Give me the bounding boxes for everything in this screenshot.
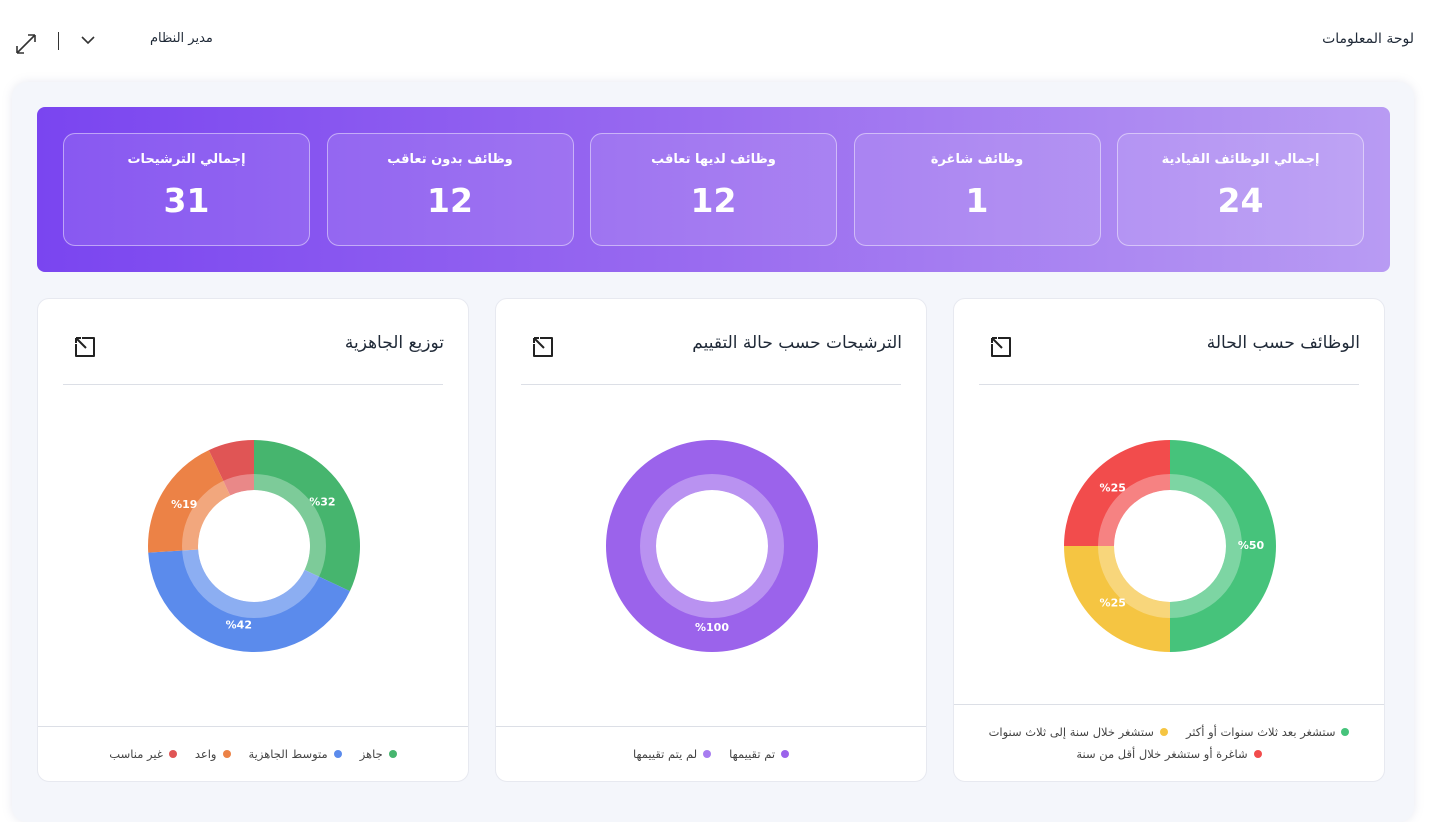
stat-label: وظائف لديها تعاقب bbox=[651, 152, 776, 167]
stat-card: وظائف بدون تعاقب 12 bbox=[326, 133, 574, 246]
chart-panel: توزيع الجاهزية %32 %42 %19 جاهز متوسط الجاهزي… bbox=[37, 298, 469, 782]
expand-icon[interactable] bbox=[72, 334, 98, 360]
stat-value: 12 bbox=[690, 181, 737, 220]
legend-item: واعد bbox=[195, 747, 231, 761]
legend-item: غير مناسب bbox=[109, 747, 177, 761]
expand-icon[interactable] bbox=[530, 334, 556, 360]
legend-label: ستشغر بعد ثلاث سنوات أو أكثر bbox=[1185, 725, 1336, 739]
fullscreen-icon[interactable] bbox=[14, 32, 38, 56]
legend-swatch bbox=[388, 750, 397, 758]
legend-label: ستشغر خلال سنة إلى ثلاث سنوات bbox=[988, 725, 1154, 739]
legend-label: جاهز bbox=[359, 747, 383, 761]
segment-label: %25 bbox=[1100, 482, 1126, 495]
donut-chart: %100 bbox=[605, 440, 818, 652]
legend-label: لم يتم تقييمها bbox=[632, 747, 698, 761]
donut-segment bbox=[605, 440, 818, 652]
expand-icon-shape bbox=[991, 337, 1011, 357]
stat-value: 31 bbox=[163, 181, 210, 220]
stat-label: إجمالي الوظائف القيادية bbox=[1161, 152, 1320, 167]
stat-card: إجمالي الترشيحات 31 bbox=[63, 133, 310, 246]
legend-item: جاهز bbox=[360, 747, 397, 761]
separator bbox=[58, 32, 59, 50]
title-divider bbox=[63, 384, 443, 385]
chart-title: الترشيحات حسب حالة التقييم bbox=[692, 333, 902, 353]
legend-item: شاغرة أو ستشغر خلال أقل من سنة bbox=[1076, 747, 1262, 761]
legend-swatch bbox=[168, 750, 177, 758]
legend-swatch bbox=[781, 750, 790, 758]
legend-swatch bbox=[222, 750, 231, 758]
expand-icon[interactable] bbox=[988, 334, 1014, 360]
legend-swatch bbox=[1253, 750, 1262, 758]
legend-label: شاغرة أو ستشغر خلال أقل من سنة bbox=[1076, 747, 1248, 761]
stat-label: وظائف شاغرة bbox=[930, 152, 1024, 167]
legend-swatch bbox=[333, 750, 342, 758]
donut-chart: %50 %25 %25 bbox=[1064, 440, 1276, 652]
legend: تم تقييمها لم يتم تقييمها bbox=[496, 726, 926, 781]
expand-icon-shape bbox=[533, 337, 553, 357]
donut-segment bbox=[208, 440, 254, 496]
legend-label: واعد bbox=[194, 747, 217, 761]
stat-value: 1 bbox=[965, 181, 989, 220]
top-bar: لوحة المعلومات مدير النظام bbox=[0, 0, 1438, 80]
legend-swatch bbox=[1341, 728, 1350, 736]
chart-panel: الترشيحات حسب حالة التقييم %100 تم تقييمها… bbox=[495, 298, 927, 782]
title-divider bbox=[521, 384, 901, 385]
legend-item: تم تقييمها bbox=[729, 747, 790, 761]
legend-item: ستشغر خلال سنة إلى ثلاث سنوات bbox=[989, 725, 1168, 739]
donut-inner-ring bbox=[640, 474, 784, 618]
donut-segment bbox=[1064, 440, 1170, 546]
donut-segment bbox=[148, 549, 350, 652]
stat-card: وظائف لديها تعاقب 12 bbox=[590, 133, 837, 246]
legend-item: ستشغر بعد ثلاث سنوات أو أكثر bbox=[1186, 725, 1350, 739]
stat-card: إجمالي الوظائف القيادية 24 bbox=[1117, 133, 1364, 246]
stat-value: 24 bbox=[1217, 181, 1264, 220]
dropdown-chevron[interactable] bbox=[80, 34, 96, 46]
donut-inner-ring bbox=[182, 474, 326, 618]
chart-title: توزيع الجاهزية bbox=[344, 333, 444, 353]
stat-value: 12 bbox=[427, 181, 473, 220]
legend-label: غير مناسب bbox=[109, 747, 163, 761]
stat-label: وظائف بدون تعاقب bbox=[387, 152, 513, 167]
donut-segment bbox=[1064, 546, 1170, 652]
legend-label: متوسط الجاهزية bbox=[248, 747, 328, 761]
donut-segment bbox=[148, 450, 231, 553]
donut-segment bbox=[1170, 440, 1276, 652]
chart-panel: الوظائف حسب الحالة %50 %25 %25 ستشغر بعد ثلا… bbox=[953, 298, 1385, 782]
donut-chart: %32 %42 %19 bbox=[148, 440, 360, 652]
segment-label: %19 bbox=[171, 498, 197, 511]
legend-item: لم يتم تقييمها bbox=[632, 747, 712, 761]
stat-card: وظائف شاغرة 1 bbox=[853, 133, 1101, 246]
donut-segment bbox=[254, 440, 360, 592]
chart-title: الوظائف حسب الحالة bbox=[1206, 333, 1360, 353]
legend-label: تم تقييمها bbox=[729, 747, 776, 761]
segment-label: %25 bbox=[1100, 596, 1126, 609]
legend-swatch bbox=[703, 750, 712, 758]
legend-swatch bbox=[1159, 728, 1168, 736]
legend: ستشغر بعد ثلاث سنوات أو أكثر ستشغر خلال س… bbox=[954, 704, 1384, 781]
page-title: لوحة المعلومات bbox=[1322, 31, 1414, 47]
segment-label: %42 bbox=[226, 619, 252, 632]
segment-label: %32 bbox=[309, 496, 335, 509]
segment-label: %100 bbox=[695, 621, 729, 634]
segment-label: %50 bbox=[1238, 539, 1265, 552]
title-divider bbox=[979, 384, 1359, 385]
stat-label: إجمالي الترشيحات bbox=[127, 152, 246, 167]
user-menu[interactable]: مدير النظام bbox=[150, 31, 213, 46]
stats-banner: إجمالي الوظائف القيادية 24 وظائف شاغرة 1 وظا… bbox=[37, 107, 1390, 272]
donut-inner-ring bbox=[1098, 474, 1242, 618]
legend: جاهز متوسط الجاهزية واعد غير مناسب bbox=[38, 726, 468, 781]
expand-icon-shape bbox=[75, 337, 95, 357]
legend-item: متوسط الجاهزية bbox=[249, 747, 342, 761]
chart-panels: الوظائف حسب الحالة %50 %25 %25 ستشغر بعد ثلا… bbox=[37, 298, 1385, 782]
